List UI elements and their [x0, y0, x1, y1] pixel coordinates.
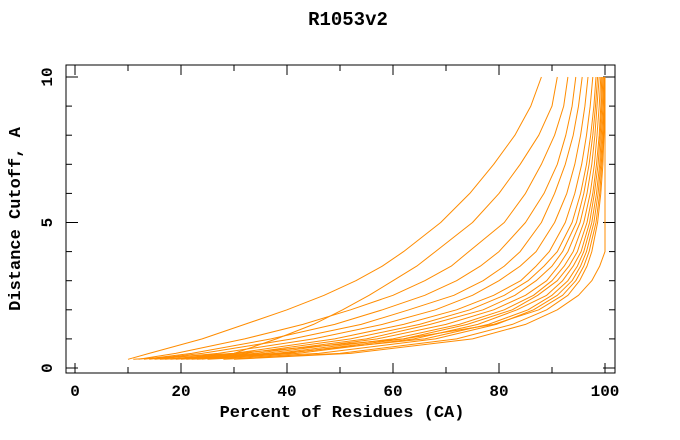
gdt-curve [170, 76, 597, 360]
plot-area: 0 20 40 60 80 100 0 5 10 [39, 64, 620, 401]
gdt-curve [233, 77, 606, 360]
y-axis-label: Distance Cutoff, A [7, 126, 26, 310]
plot-box [65, 64, 616, 374]
x-axis-label: Percent of Residues (CA) [220, 404, 465, 423]
y-tick-label: 0 [39, 363, 57, 373]
gdt-curve [186, 76, 602, 360]
gdt-curve [133, 76, 606, 360]
x-tick-label: 20 [171, 383, 190, 401]
y-tick-label: 10 [39, 67, 57, 86]
gdt-curve [159, 76, 605, 360]
gdt-curve [138, 76, 569, 360]
gdt-curve [207, 76, 605, 360]
gdt-curve [202, 76, 558, 360]
x-tick-label: 60 [383, 383, 402, 401]
x-tick-label: 80 [489, 383, 508, 401]
x-tick-label: 40 [277, 383, 296, 401]
gdt-curve [191, 76, 603, 360]
x-tick-label: 0 [70, 383, 80, 401]
gdt-curve [143, 76, 577, 360]
chart-title: R1053v2 [308, 9, 388, 31]
gdt-curve [165, 76, 594, 360]
gdt-curve [180, 76, 600, 360]
gdt-curve [223, 77, 606, 360]
y-tick-label: 5 [39, 218, 57, 228]
gdt-curve [149, 76, 583, 360]
gdt-curve [127, 76, 542, 360]
x-tick-label: 100 [591, 383, 620, 401]
gdt-curve [175, 76, 599, 360]
gdt-curve [154, 76, 589, 360]
